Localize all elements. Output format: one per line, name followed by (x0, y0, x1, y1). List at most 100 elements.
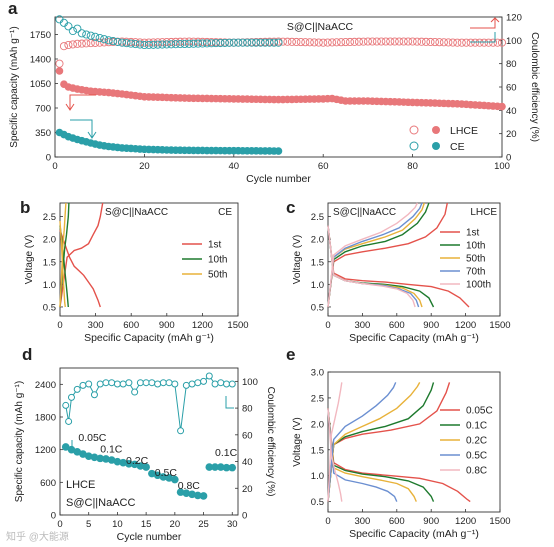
ce-point (332, 38, 341, 47)
electrolyte-tag: LHCE (66, 479, 95, 491)
x-tick-label: 80 (407, 161, 418, 172)
x-tick-label: 600 (123, 320, 139, 331)
legend-label: 50th (208, 270, 227, 281)
legend-label: 0.5C (466, 451, 487, 462)
x-tick-label: 20 (139, 161, 150, 172)
ce-point (68, 40, 77, 49)
arrow-right-axis (470, 32, 496, 43)
y-tick-label: 3.0 (311, 368, 324, 379)
ce-point (118, 38, 127, 47)
rate-label: 0.1C (100, 443, 123, 455)
y2-tick-label: 20 (506, 129, 517, 140)
capacity-point (194, 491, 202, 500)
ce-point (158, 40, 167, 49)
ce-point (90, 391, 98, 399)
x-tick-label: 1200 (192, 320, 213, 331)
ce-point (131, 38, 140, 47)
panel-e (327, 371, 501, 513)
ce-point (211, 380, 219, 388)
series-line-10th (327, 202, 430, 308)
rate-label: 0.2C (126, 455, 149, 467)
ce-point (77, 29, 86, 38)
y-tick-label: 0.5 (311, 497, 324, 508)
capacity-point (55, 67, 64, 75)
series-line-0.8C (327, 382, 343, 502)
ce-point (167, 40, 176, 49)
ce-point (109, 37, 118, 46)
y2-tick-label: 120 (506, 13, 522, 24)
series-line-0.1C (327, 382, 435, 502)
legend-marker (432, 142, 440, 150)
series-line-70th (327, 202, 423, 308)
capacity-point (182, 489, 191, 498)
ce-point (82, 30, 91, 39)
ce-point (404, 37, 413, 46)
ce-point (211, 39, 220, 48)
y-tick-label: 350 (35, 128, 51, 139)
capacity-point (159, 473, 168, 481)
chart-title: S@C||NaACC (105, 207, 168, 218)
panel-label: e (286, 345, 295, 364)
x-tick-label: 900 (159, 320, 175, 331)
ce-point (448, 38, 457, 47)
x-tick-label: 600 (389, 516, 405, 527)
legend-label: 50th (466, 254, 485, 265)
x-tick-label: 300 (354, 320, 370, 331)
series-line-100th (327, 202, 419, 308)
ce-point (73, 24, 82, 33)
ce-point (55, 59, 64, 68)
plot-frame (59, 367, 239, 516)
y2-axis-label: Coulombic efficiency (%) (529, 32, 540, 142)
capacity-point (142, 463, 150, 471)
panel-label: b (20, 198, 30, 217)
ce-point (497, 38, 507, 47)
panel-a (54, 15, 507, 158)
capacity-point (153, 471, 162, 480)
capacity-point (102, 455, 110, 463)
x-tick-label: 1500 (227, 320, 248, 331)
x-tick-label: 60 (318, 161, 329, 172)
series-ce (62, 372, 236, 435)
ce-point (220, 38, 229, 47)
capacity-point (498, 102, 506, 111)
y2-tick-label: 80 (506, 59, 517, 70)
ce-point (86, 31, 95, 40)
y-tick-label: 700 (35, 104, 51, 115)
ce-point (180, 37, 189, 46)
ce-point (64, 40, 73, 50)
ce-point (200, 377, 208, 385)
ce-point (261, 38, 270, 47)
ce-point (185, 37, 194, 46)
ce-point (377, 37, 386, 46)
x-tick-label: 25 (198, 519, 209, 530)
y-tick-label: 2400 (35, 380, 56, 391)
electrolyte-tag: LHCE (470, 207, 497, 218)
ce-point (188, 380, 196, 388)
series-line-0.2C (327, 382, 421, 502)
capacity-point (84, 452, 93, 461)
rate-label: 0.5C (155, 467, 178, 479)
ce-point (149, 40, 158, 49)
y-tick-label: 1.0 (311, 280, 324, 291)
ce-point (229, 38, 238, 47)
ce-point (314, 38, 323, 47)
series-line-50th (59, 221, 66, 308)
ce-point (205, 372, 213, 380)
ce-point (337, 38, 346, 47)
legend-marker (432, 126, 440, 134)
y-tick-label: 600 (40, 478, 56, 489)
x-tick-label: 900 (423, 320, 439, 331)
ce-point (136, 379, 144, 387)
x-axis-label: Specific Capacity (mAh g⁻¹) (349, 332, 479, 344)
ce-point (122, 39, 131, 48)
ce-point (113, 37, 122, 46)
rate-label: 0.8C (178, 480, 201, 492)
series-line-0.05C (327, 408, 471, 503)
capacity-point (119, 458, 127, 467)
y2-tick-label: 60 (242, 430, 253, 441)
ce-point (444, 38, 453, 47)
legend-label: 10th (466, 241, 485, 252)
capacity-point (125, 460, 133, 468)
legend-label: 0.05C (466, 406, 493, 417)
x-tick-label: 1500 (489, 320, 510, 331)
